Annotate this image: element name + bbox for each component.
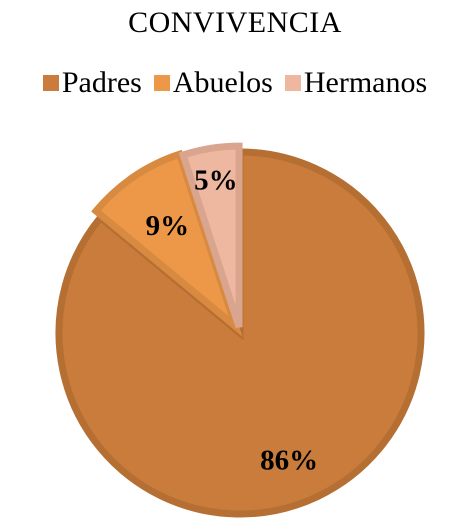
data-label-padres: 86% (260, 445, 318, 477)
legend-label-padres: Padres (61, 66, 142, 99)
legend-swatch-padres (42, 75, 59, 91)
pie-labels: 86% 9%5% (146, 164, 319, 476)
legend-item-abuelos: Abuelos (153, 66, 273, 100)
pie-slice-abuelos (91, 149, 243, 337)
legend-label-hermanos: Hermanos (303, 66, 428, 99)
data-label-abuelos: 9% (146, 210, 190, 242)
legend-item-hermanos: Hermanos (284, 66, 428, 100)
pie-slices (55, 142, 425, 518)
chart-legend: Padres Abuelos Hermanos (0, 66, 470, 100)
legend-item-padres: Padres (42, 66, 142, 100)
legend-label-abuelos: Abuelos (172, 66, 273, 99)
legend-swatch-hermanos (284, 75, 301, 91)
chart-title: CONVIVENCIA (128, 6, 342, 39)
data-label-hermanos: 5% (194, 164, 238, 196)
legend-swatch-abuelos (153, 75, 170, 91)
pie-slice-hermanos (178, 142, 243, 329)
